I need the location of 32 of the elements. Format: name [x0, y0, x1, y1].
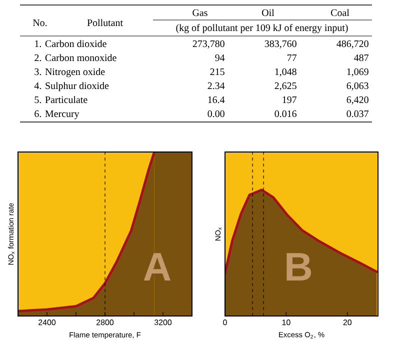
category-label: No. — [32, 19, 47, 26]
text: 6,063 — [346, 82, 368, 91]
annotation: B — [286, 253, 312, 281]
text: 5. Particulate — [34, 96, 88, 104]
category-label: Pollutant — [87, 19, 123, 26]
text: 383,760 — [264, 40, 296, 49]
text: 2.34 — [208, 82, 225, 90]
text: 2,625 — [274, 82, 296, 91]
text: (kg of pollutant per 109 kJ of energy input) — [176, 24, 348, 34]
text: 0.016 — [274, 110, 297, 118]
text: 77 — [287, 54, 297, 61]
text: 215 — [210, 68, 224, 76]
text: 6. Mercury — [34, 110, 80, 120]
category-label: Gas — [192, 9, 208, 16]
category-label: Oil — [262, 9, 274, 16]
text: 197 — [282, 96, 297, 104]
text: 6,420 — [346, 96, 368, 105]
text: 1. Carbon dioxide — [35, 40, 106, 48]
category-label: Coal — [331, 9, 350, 16]
text: 0.037 — [346, 110, 369, 118]
text: 4. Sulphur dioxide — [34, 82, 109, 92]
text: 2. Carbon monoxide — [34, 54, 116, 62]
annotation: A — [144, 253, 171, 281]
text: 16.4 — [208, 96, 225, 104]
text: 94 — [215, 54, 225, 62]
text: 273,780 — [192, 40, 224, 49]
text: 1,069 — [347, 68, 368, 77]
text: 3. Nitrogen oxide — [34, 68, 105, 78]
text: 486,720 — [336, 40, 368, 49]
text: 1,048 — [275, 68, 296, 77]
text: 487 — [354, 54, 369, 62]
text: 0.00 — [208, 110, 224, 118]
